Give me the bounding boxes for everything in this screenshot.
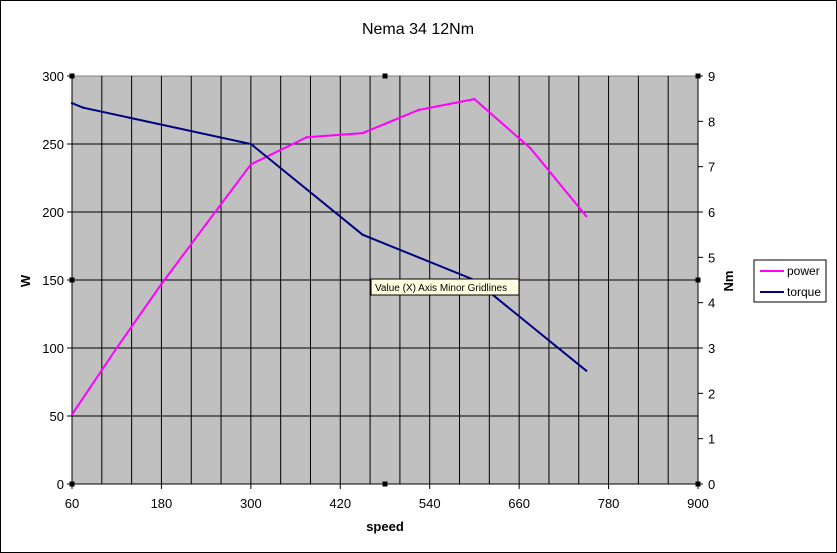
data-point-power xyxy=(529,146,532,150)
bottom-tick-label: 780 xyxy=(598,496,620,511)
right-tick-label: 8 xyxy=(708,114,715,129)
data-point-torque xyxy=(585,369,588,372)
bottom-tick-label: 540 xyxy=(419,496,441,511)
data-point-power xyxy=(204,223,208,226)
right-tick-label: 2 xyxy=(708,386,715,401)
left-tick-label: 50 xyxy=(50,409,64,424)
y-axis-title: W xyxy=(18,274,33,287)
data-point-power xyxy=(473,97,476,101)
right-axis: 0 1 2 3 4 5 6 7 8 9 xyxy=(697,69,715,492)
tooltip-box xyxy=(370,278,520,296)
selection-handle[interactable] xyxy=(382,481,388,487)
right-tick-label: 0 xyxy=(708,477,715,492)
data-point-torque xyxy=(81,106,85,109)
data-point-power xyxy=(585,214,588,218)
data-point-torque xyxy=(70,102,74,105)
legend-label-power: power xyxy=(787,264,820,278)
left-axis: 0 50 100 150 200 250 300 xyxy=(42,69,73,492)
selection-handle[interactable] xyxy=(695,277,701,283)
left-tick-label: 0 xyxy=(57,477,64,492)
right-tick-label: 4 xyxy=(708,296,715,311)
right-tick-label: 6 xyxy=(708,205,715,220)
data-point-torque xyxy=(361,233,364,236)
selection-handle[interactable] xyxy=(69,73,75,79)
tooltip: Value (X) Axis Minor Gridlines xyxy=(370,278,520,296)
legend-box xyxy=(753,259,827,303)
left-tick-label: 100 xyxy=(42,341,64,356)
data-point-power xyxy=(417,108,420,112)
selection-handle[interactable] xyxy=(382,73,388,79)
data-point-power xyxy=(305,136,308,139)
bottom-tick-label: 60 xyxy=(65,496,79,511)
data-point-power xyxy=(70,413,74,416)
left-tick-label: 200 xyxy=(42,205,64,220)
left-tick-label: 300 xyxy=(42,69,64,84)
data-point-power xyxy=(115,346,118,350)
selection-handle[interactable] xyxy=(69,481,75,487)
bottom-tick-label: 180 xyxy=(151,496,173,511)
data-point-power xyxy=(160,282,163,286)
right-tick-label: 1 xyxy=(708,432,715,447)
x-axis-title: speed xyxy=(366,519,404,534)
legend[interactable]: power torque xyxy=(753,259,827,303)
right-tick-label: 7 xyxy=(708,160,715,175)
selection-handle[interactable] xyxy=(69,277,75,283)
right-tick-label: 9 xyxy=(708,69,715,84)
selection-handle[interactable] xyxy=(695,73,701,79)
right-tick-label: 3 xyxy=(708,341,715,356)
y2-axis-title: Nm xyxy=(721,271,736,292)
data-point-power xyxy=(361,131,364,135)
right-tick-label: 5 xyxy=(708,250,715,265)
bottom-axis: 60 180 300 420 540 660 780 900 xyxy=(65,483,709,511)
bottom-tick-label: 660 xyxy=(508,496,530,511)
chart-title: Nema 34 12Nm xyxy=(362,21,474,38)
bottom-tick-label: 300 xyxy=(240,496,262,511)
left-tick-label: 150 xyxy=(42,273,64,288)
data-point-power xyxy=(249,163,253,166)
bottom-tick-label: 900 xyxy=(687,496,709,511)
data-point-torque xyxy=(249,142,253,146)
tooltip-text: Value (X) Axis Minor Gridlines xyxy=(375,283,507,294)
bottom-tick-label: 420 xyxy=(329,496,351,511)
selection-handle[interactable] xyxy=(695,481,701,487)
legend-label-torque: torque xyxy=(787,285,821,299)
left-tick-label: 250 xyxy=(42,137,64,152)
